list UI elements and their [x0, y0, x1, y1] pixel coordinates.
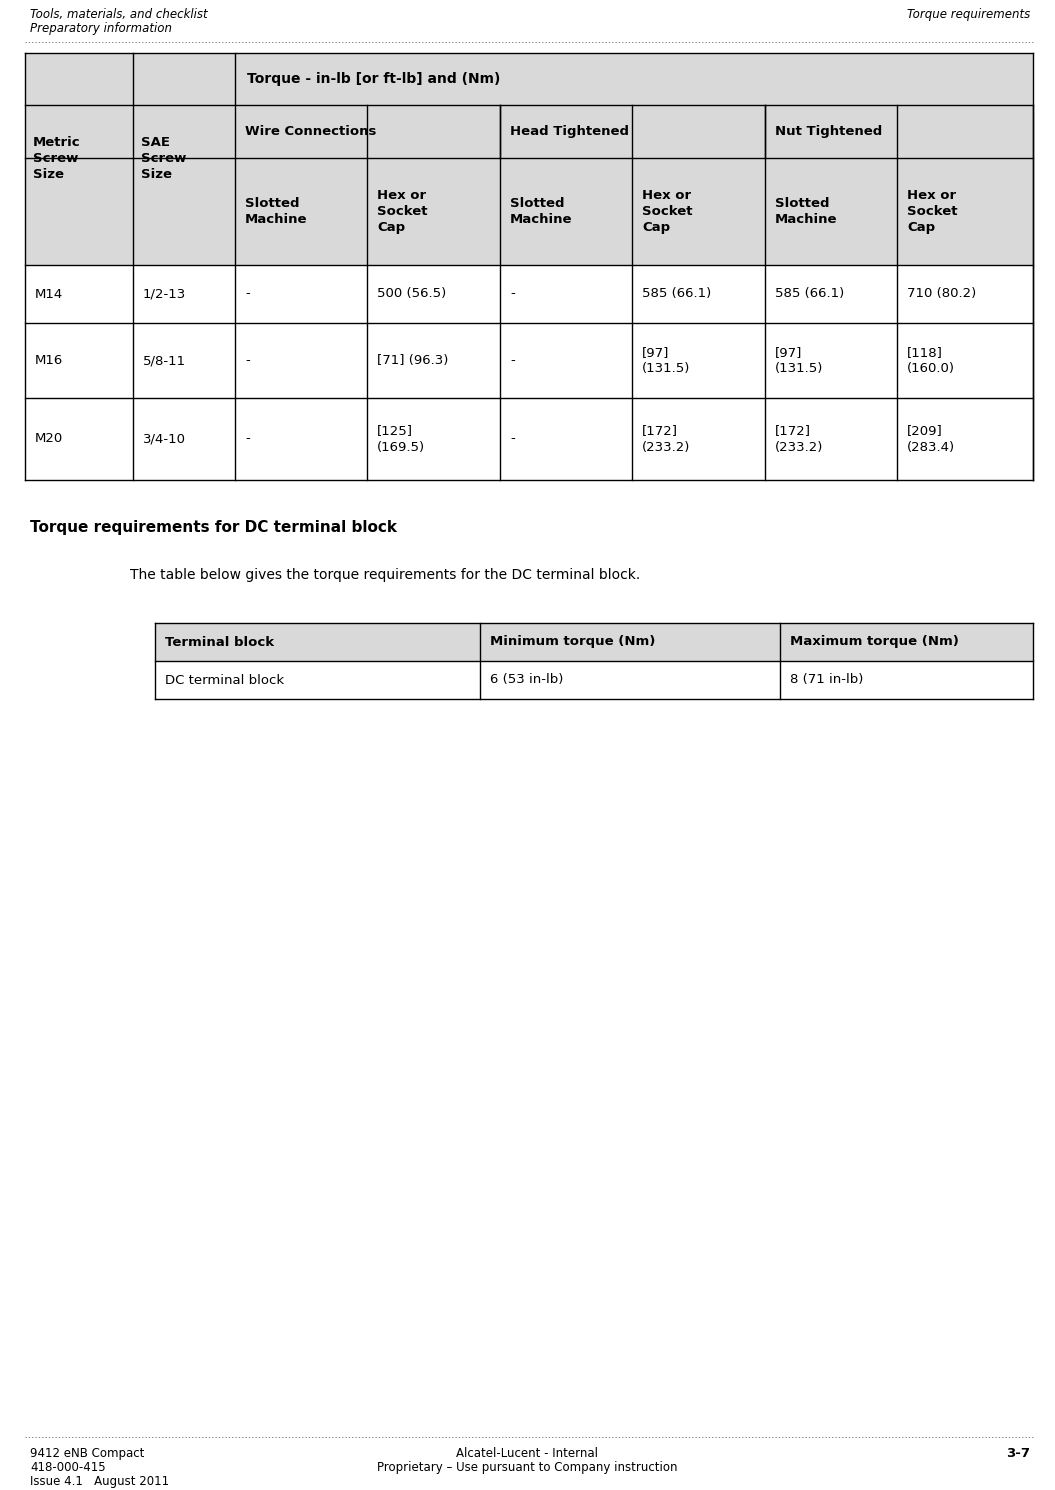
Text: 3/4-10: 3/4-10	[143, 432, 186, 446]
Text: -: -	[245, 288, 250, 301]
Text: [172]
(233.2): [172] (233.2)	[642, 425, 690, 453]
Text: DC terminal block: DC terminal block	[165, 673, 284, 687]
Text: M20: M20	[35, 432, 63, 446]
Text: Nut Tightened: Nut Tightened	[775, 125, 882, 139]
Text: [125]
(169.5): [125] (169.5)	[377, 425, 425, 453]
Text: 418-000-415: 418-000-415	[30, 1462, 106, 1474]
Text: Maximum torque (Nm): Maximum torque (Nm)	[790, 636, 959, 648]
Text: Torque requirements: Torque requirements	[906, 7, 1030, 21]
Bar	[25, 54, 1033, 265]
Text: 500 (56.5): 500 (56.5)	[377, 288, 446, 301]
Text: M14: M14	[35, 288, 63, 301]
Bar	[155, 623, 1033, 662]
Text: 3-7: 3-7	[1006, 1447, 1030, 1460]
Text: Torque - in-lb [or ft-lb] and (Nm): Torque - in-lb [or ft-lb] and (Nm)	[247, 72, 500, 86]
Text: -: -	[510, 288, 515, 301]
Text: Tools, materials, and checklist: Tools, materials, and checklist	[30, 7, 208, 21]
Text: [209]
(283.4): [209] (283.4)	[907, 425, 955, 453]
Text: Hex or
Socket
Cap: Hex or Socket Cap	[377, 189, 427, 234]
Text: Wire Connections: Wire Connections	[245, 125, 377, 139]
Text: The table below gives the torque requirements for the DC terminal block.: The table below gives the torque require…	[130, 568, 640, 583]
Text: Torque requirements for DC terminal block: Torque requirements for DC terminal bloc…	[30, 520, 397, 535]
Text: 1/2-13: 1/2-13	[143, 288, 187, 301]
Text: Head Tightened: Head Tightened	[510, 125, 629, 139]
Text: [172]
(233.2): [172] (233.2)	[775, 425, 823, 453]
Bar	[155, 662, 1033, 699]
Bar	[25, 398, 1033, 480]
Text: -: -	[510, 432, 515, 446]
Text: -: -	[245, 355, 250, 367]
Text: -: -	[245, 432, 250, 446]
Text: 585 (66.1): 585 (66.1)	[775, 288, 844, 301]
Text: 9412 eNB Compact: 9412 eNB Compact	[30, 1447, 145, 1460]
Text: 8 (71 in-lb): 8 (71 in-lb)	[790, 673, 863, 687]
Text: [71] (96.3): [71] (96.3)	[377, 355, 448, 367]
Text: Issue 4.1   August 2011: Issue 4.1 August 2011	[30, 1475, 169, 1489]
Bar	[25, 265, 1033, 323]
Text: Slotted
Machine: Slotted Machine	[510, 197, 573, 226]
Text: Slotted
Machine: Slotted Machine	[245, 197, 307, 226]
Text: [97]
(131.5): [97] (131.5)	[775, 346, 823, 375]
Text: 710 (80.2): 710 (80.2)	[907, 288, 976, 301]
Text: 585 (66.1): 585 (66.1)	[642, 288, 711, 301]
Text: Terminal block: Terminal block	[165, 636, 274, 648]
Text: SAE
Screw
Size: SAE Screw Size	[141, 137, 187, 182]
Text: M16: M16	[35, 355, 63, 367]
Text: Proprietary – Use pursuant to Company instruction: Proprietary – Use pursuant to Company in…	[377, 1462, 677, 1474]
Text: Metric
Screw
Size: Metric Screw Size	[33, 137, 80, 182]
Text: Preparatory information: Preparatory information	[30, 22, 172, 34]
Text: [118]
(160.0): [118] (160.0)	[907, 346, 955, 375]
Text: Minimum torque (Nm): Minimum torque (Nm)	[490, 636, 655, 648]
Text: Slotted
Machine: Slotted Machine	[775, 197, 838, 226]
Text: -: -	[510, 355, 515, 367]
Text: 5/8-11: 5/8-11	[143, 355, 186, 367]
Text: Hex or
Socket
Cap: Hex or Socket Cap	[642, 189, 692, 234]
Text: [97]
(131.5): [97] (131.5)	[642, 346, 690, 375]
Text: Alcatel-Lucent - Internal: Alcatel-Lucent - Internal	[456, 1447, 598, 1460]
Text: 6 (53 in-lb): 6 (53 in-lb)	[490, 673, 563, 687]
Text: Hex or
Socket
Cap: Hex or Socket Cap	[907, 189, 958, 234]
Bar	[25, 323, 1033, 398]
